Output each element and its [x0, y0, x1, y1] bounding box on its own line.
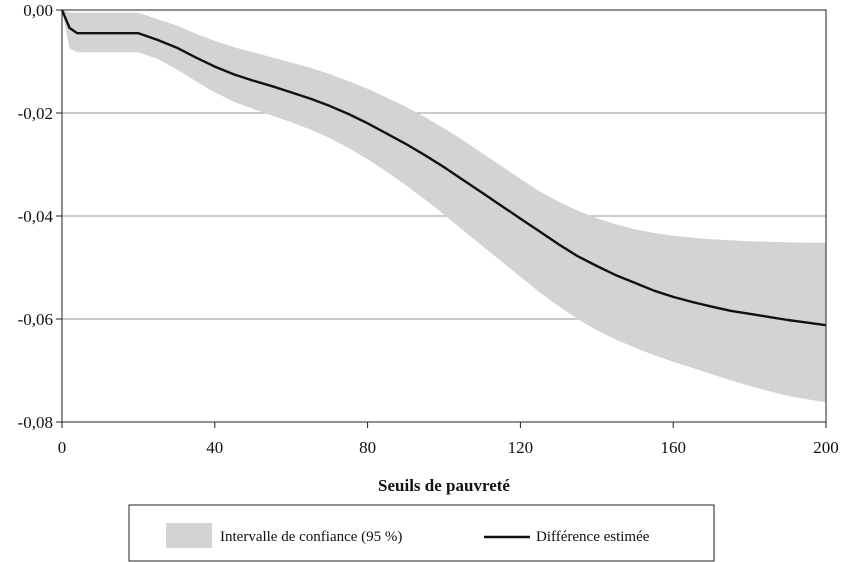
- y-tick-label: -0,02: [18, 104, 53, 123]
- legend: Intervalle de confiance (95 %) Différenc…: [128, 504, 715, 562]
- y-tick-label: -0,04: [18, 207, 54, 226]
- legend-line-label: Différence estimée: [536, 529, 650, 545]
- legend-box: [128, 504, 715, 562]
- x-tick-label: 120: [508, 438, 534, 457]
- y-tick-label: -0,06: [18, 310, 53, 329]
- y-tick-label: -0,08: [18, 413, 53, 432]
- x-tick-label: 160: [660, 438, 686, 457]
- x-axis-label: Seuils de pauvreté: [378, 476, 510, 495]
- legend-band-label: Intervalle de confiance (95 %): [220, 529, 402, 545]
- x-axis: 0 40 80 120 160 200: [58, 422, 839, 457]
- y-axis: 0,00 -0,02 -0,04 -0,06 -0,08: [18, 1, 62, 432]
- estimated-difference-line: [60, 9, 827, 327]
- y-tick-label: 0,00: [23, 1, 53, 20]
- x-tick-label: 0: [58, 438, 67, 457]
- x-tick-label: 80: [359, 438, 376, 457]
- x-tick-label: 200: [813, 438, 839, 457]
- confidence-interval-band: [62, 10, 826, 403]
- x-tick-label: 40: [206, 438, 223, 457]
- legend-band-swatch: [166, 523, 212, 548]
